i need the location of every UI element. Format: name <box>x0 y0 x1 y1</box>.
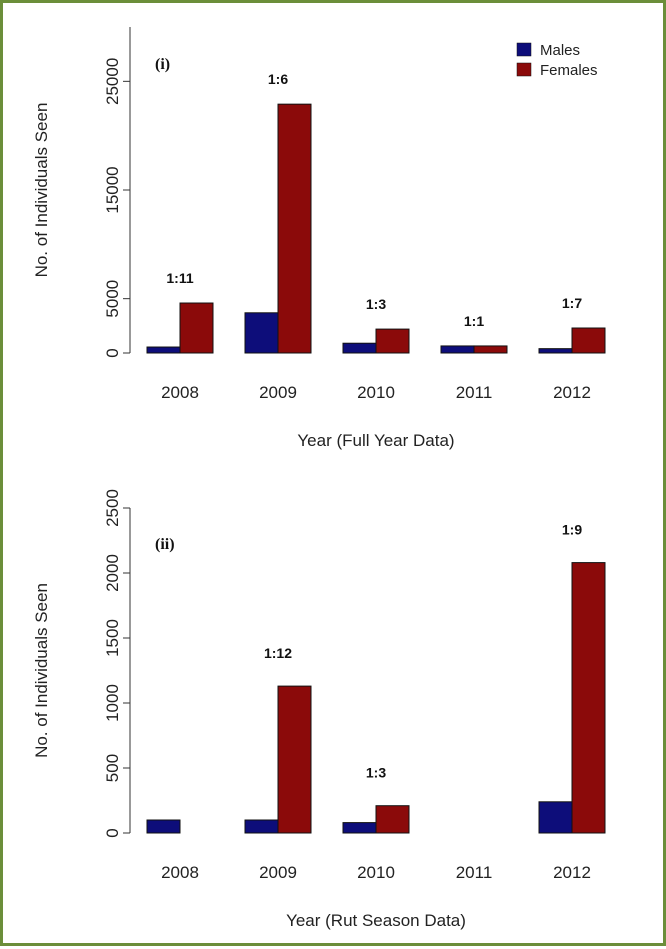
x-tick-label: 2010 <box>357 863 395 882</box>
sex-ratio-label: 1:3 <box>366 296 386 312</box>
sex-ratio-label: 1:11 <box>166 270 193 286</box>
y-tick-label: 500 <box>103 754 122 782</box>
x-tick-label: 2009 <box>259 383 297 402</box>
bar-females-2009 <box>277 685 312 834</box>
sex-ratio-label: 1:7 <box>562 295 582 311</box>
y-tick-label: 15000 <box>103 166 122 213</box>
bar-females-2012 <box>571 327 606 354</box>
legend-swatch-males <box>516 42 532 57</box>
bar-females-2010 <box>375 805 410 834</box>
legend-label-males: Males <box>540 42 580 59</box>
y-axis-title: No. of Individuals Seen <box>32 103 51 278</box>
y-axis-title: No. of Individuals Seen <box>32 583 51 758</box>
x-tick-label: 2012 <box>553 863 591 882</box>
sex-ratio-label: 1:3 <box>366 765 386 781</box>
bar-males-2010 <box>342 342 377 354</box>
bar-males-2011 <box>440 345 475 354</box>
sex-ratio-label: 1:12 <box>264 645 292 661</box>
y-tick-label: 2500 <box>103 489 122 527</box>
bar-males-2012 <box>538 348 573 354</box>
bar-males-2012 <box>538 801 573 834</box>
y-tick-label: 2000 <box>103 554 122 592</box>
y-tick-label: 0 <box>103 828 122 837</box>
x-axis-title: Year (Rut Season Data) <box>286 911 466 930</box>
sex-ratio-label: 1:6 <box>268 71 288 87</box>
bar-males-2009 <box>244 312 279 354</box>
sex-ratio-label: 1:9 <box>562 522 582 538</box>
x-tick-label: 2011 <box>456 863 493 882</box>
x-tick-label: 2011 <box>456 383 493 402</box>
y-tick-label: 1000 <box>103 684 122 722</box>
x-tick-label: 2012 <box>553 383 591 402</box>
legend-label-females: Females <box>540 62 598 79</box>
x-tick-label: 2008 <box>161 383 199 402</box>
x-axis-title: Year (Full Year Data) <box>297 431 454 450</box>
x-tick-label: 2010 <box>357 383 395 402</box>
bar-males-2008 <box>146 346 181 354</box>
panel-label: (i) <box>155 56 170 73</box>
bar-males-2009 <box>244 819 279 834</box>
x-tick-label: 2008 <box>161 863 199 882</box>
y-tick-label: 5000 <box>103 280 122 318</box>
y-tick-label: 25000 <box>103 58 122 105</box>
y-tick-label: 1500 <box>103 619 122 657</box>
bar-females-2008 <box>179 302 214 354</box>
panel-label: (ii) <box>155 536 175 553</box>
bar-females-2012 <box>571 562 606 834</box>
legend-swatch-females <box>516 62 532 77</box>
bar-females-2010 <box>375 328 410 354</box>
bar-females-2011 <box>473 345 508 354</box>
bar-females-2009 <box>277 103 312 354</box>
sex-ratio-label: 1:1 <box>464 313 484 329</box>
bar-males-2008 <box>146 819 181 834</box>
bar-males-2010 <box>342 822 377 834</box>
x-tick-label: 2009 <box>259 863 297 882</box>
y-tick-label: 0 <box>103 348 122 357</box>
